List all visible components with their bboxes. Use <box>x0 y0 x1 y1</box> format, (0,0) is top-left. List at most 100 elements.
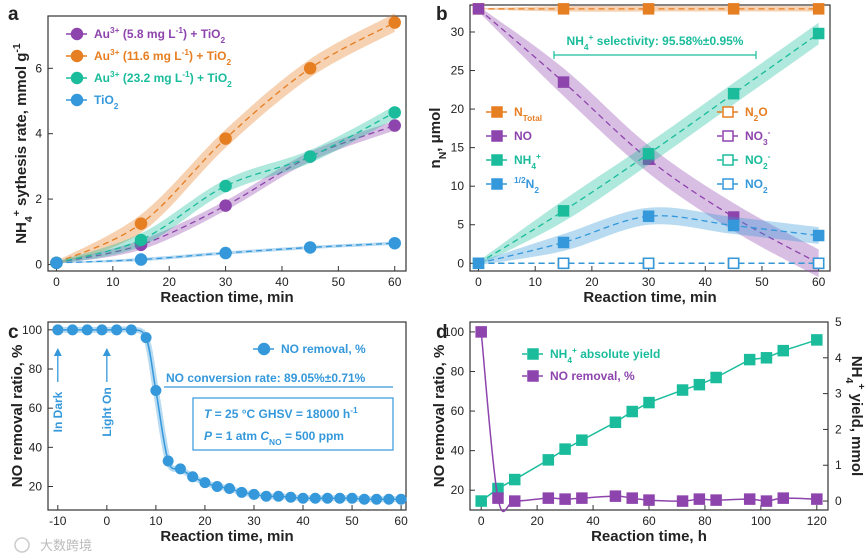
b-legend-left-0-marker <box>491 106 503 118</box>
b-series-0 <box>472 3 825 15</box>
b-legend-left-1-marker <box>491 130 503 142</box>
d-legend-1-marker <box>527 370 539 382</box>
d-point <box>643 396 655 409</box>
a-legend-1-label-part: Au <box>94 49 110 63</box>
d-point <box>760 352 773 364</box>
d-series-1 <box>475 326 823 513</box>
a-legend-1-label-part: (11.6 mg L <box>120 49 182 63</box>
a-legend-0-label: Au3+ (5.8 mg L-1) + TiO2 <box>94 25 225 45</box>
c-xtick-label: 10 <box>149 514 163 528</box>
d-point <box>542 454 555 466</box>
b-band-2 <box>478 22 819 266</box>
c-point <box>334 492 346 504</box>
c-xtick-label: 40 <box>296 514 310 528</box>
c-x-axis-title: Reaction time, min <box>160 528 293 545</box>
d-point <box>626 492 638 504</box>
d-right-ytick-label: 3 <box>835 387 842 401</box>
c-line <box>57 328 402 501</box>
c-panel-label: c <box>8 322 19 343</box>
a-ytick-label: 4 <box>35 127 42 141</box>
b-legend-right-2-label: NO2- <box>745 151 771 171</box>
c-conditions-line1-part: = 25 °C GHSV = 18000 h <box>211 407 350 421</box>
d-legend-0-label-part: 4 <box>567 355 572 365</box>
b-legend-left-3-label-part: 1/2 <box>514 175 526 185</box>
c-point <box>111 324 123 336</box>
c-point <box>125 324 137 336</box>
b-xtick-label: 40 <box>699 275 713 289</box>
d-xtick-label: 60 <box>642 514 656 528</box>
d-point <box>492 492 504 504</box>
c-point <box>322 492 334 504</box>
c-point <box>309 492 321 504</box>
a-legend-0-label-part: -1 <box>176 25 184 35</box>
c-point <box>81 324 93 336</box>
b-point <box>812 257 825 270</box>
a-point <box>134 233 148 247</box>
b-point <box>812 3 825 15</box>
a-legend-1-label-part: -1 <box>182 47 190 57</box>
b-selectivity-annotation: NH4+ selectivity: 95.58%±0.95% <box>567 32 744 52</box>
a-legend-3-label: TiO2 <box>94 93 119 111</box>
a-y-axis-title-part: -1 <box>11 43 23 52</box>
b-legend-right-0-marker <box>722 106 734 118</box>
a-legend-1-label-part: ) + TiO <box>189 49 226 63</box>
a-panel-label: a <box>8 4 19 25</box>
b-legend-left-2-label: NH4+ <box>514 151 541 171</box>
d-ytick-label: 20 <box>451 483 465 497</box>
a-legend-2-label-part: ) + TiO <box>190 71 227 85</box>
d-series-0 <box>475 334 823 507</box>
b-legend-left-2-label-part: 4 <box>531 161 536 171</box>
b-band-1 <box>478 6 819 278</box>
d-point <box>811 334 823 346</box>
a-xtick-label: 20 <box>163 275 177 289</box>
a-point <box>219 132 232 145</box>
c-point <box>211 481 223 492</box>
b-legend-right-0-label-part: O <box>758 105 767 119</box>
c-point <box>199 477 211 489</box>
a-legend-2-label-part: 3+ <box>110 69 120 79</box>
d-point <box>475 495 487 507</box>
b-legend-right-0-label-part: N <box>745 105 754 119</box>
d-ytick-label: 100 <box>444 325 464 339</box>
c-xtick-label: 60 <box>394 514 408 528</box>
panel-a-frame <box>47 15 407 272</box>
c-conversion-annotation: NO conversion rate: 89.05%±0.71% <box>166 371 366 385</box>
d-legend-0-marker <box>527 348 539 360</box>
b-point <box>557 257 570 270</box>
b-point <box>557 205 570 217</box>
b-ytick-label: 20 <box>451 102 465 116</box>
b-y-axis-title: nN, μmol <box>427 108 449 169</box>
a-legend-2-label-part: (23.2 mg L <box>120 71 183 85</box>
d-legend-0-label-part: NH <box>550 347 567 361</box>
b-point <box>642 257 655 270</box>
a-point <box>303 150 317 163</box>
b-xtick-label: 10 <box>529 275 543 289</box>
a-point <box>219 179 232 193</box>
c-xtick-label: 50 <box>345 514 359 528</box>
d-point <box>710 494 722 506</box>
d-ytick-label: 60 <box>451 404 465 418</box>
b-xtick-label: 20 <box>585 275 599 289</box>
b-point <box>727 219 740 232</box>
b-legend-left-0-label: NTotal <box>514 105 542 123</box>
a-xtick-label: 10 <box>106 275 120 289</box>
d-y-axis-title-right: NH4+ yield, mmol <box>843 356 866 476</box>
a-legend-0-label-part: 3+ <box>110 25 120 35</box>
b-point <box>727 3 740 15</box>
d-point <box>576 492 588 504</box>
d-point <box>609 490 622 502</box>
d-point <box>643 494 655 506</box>
c-legend-0-marker <box>257 342 271 356</box>
b-legend-right-3-label-part: NO <box>745 177 763 191</box>
c-point <box>96 324 108 336</box>
a-legend-0-label-part: (5.8 mg L <box>120 27 176 41</box>
a-point <box>134 253 148 266</box>
b-ytick-label: 10 <box>451 179 465 193</box>
a-point <box>303 241 317 254</box>
b-ytick-label: 25 <box>451 64 465 78</box>
b-legend-left-2-marker <box>491 154 503 166</box>
a-legend-0-label-part: 2 <box>220 35 225 45</box>
d-xtick-label: 0 <box>478 514 485 528</box>
d-xtick-label: 120 <box>807 514 827 528</box>
b-point <box>472 3 485 15</box>
